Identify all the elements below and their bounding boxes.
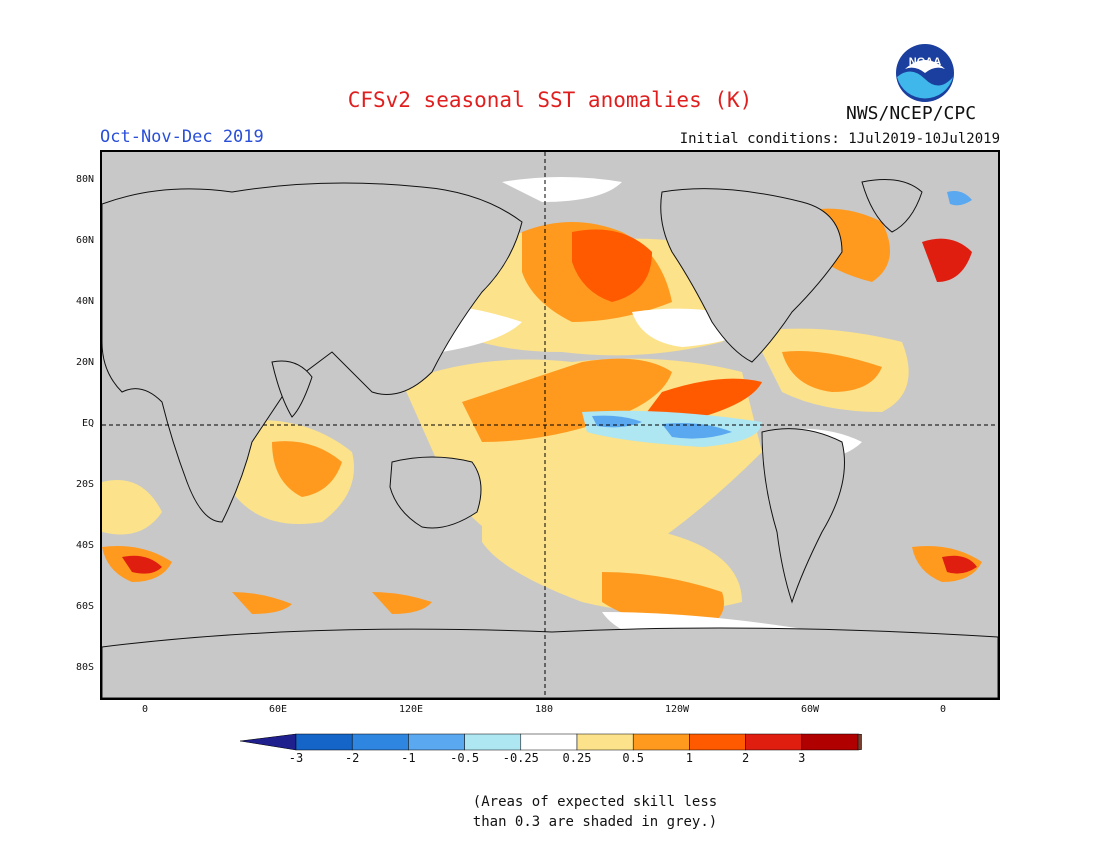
lon-label: 180 — [534, 704, 554, 715]
lat-label: 40S — [75, 540, 94, 551]
lon-label: 60W — [800, 704, 820, 715]
lon-label: 0 — [939, 704, 947, 715]
logo-text: NOAA — [909, 56, 941, 68]
colorbar-tick-label: -3 — [288, 751, 304, 765]
colorbar-segment — [408, 733, 465, 751]
colorbar-segment — [801, 733, 859, 751]
noaa-logo: NOAA — [895, 43, 955, 103]
initial-conditions: Initial conditions: 1Jul2019-10Jul2019 — [679, 131, 1000, 147]
colorbar-tick-label: 0.5 — [622, 751, 645, 765]
lat-label: 80S — [75, 662, 94, 673]
colorbar-tick-label: 0.25 — [562, 751, 592, 765]
lon-label: 0 — [141, 704, 149, 715]
skill-note-line1: (Areas of expected skill less — [472, 794, 718, 810]
colorbar-tick-label: 3 — [798, 751, 806, 765]
colorbar-tick-label: -2 — [344, 751, 360, 765]
colorbar-segment — [520, 733, 578, 751]
agency-label: NWS/NCEP/CPC — [846, 103, 977, 124]
colorbar-segment — [745, 733, 803, 751]
lon-label: 60E — [268, 704, 288, 715]
skill-note-line2: than 0.3 are shaded in grey.) — [472, 814, 718, 830]
colorbar-segment — [464, 733, 522, 751]
lon-label: 120W — [664, 704, 690, 715]
colorbar-tick-label: 2 — [741, 751, 750, 765]
lat-label: 60S — [75, 601, 94, 612]
colorbar-segment — [295, 733, 353, 751]
colorbar-tick-label: -0.5 — [450, 751, 480, 765]
lat-label: 80N — [75, 174, 94, 185]
colorbar-segment — [632, 733, 690, 751]
chart-title: CFSv2 seasonal SST anomalies (K) — [347, 88, 753, 112]
skill-note: (Areas of expected skill less than 0.3 a… — [0, 792, 1100, 832]
lat-label: 20S — [75, 479, 94, 490]
colorbar-tick-label: 1 — [685, 751, 693, 765]
season-label: Oct-Nov-Dec 2019 — [100, 127, 264, 147]
colorbar-arrow-right — [857, 733, 915, 751]
sst-anomaly-map — [100, 150, 1000, 700]
colorbar — [239, 733, 915, 755]
colorbar-segment — [689, 733, 746, 751]
colorbar-tick-label: -0.25 — [502, 751, 539, 765]
lon-label: 120E — [398, 704, 424, 715]
lat-label: 60N — [75, 235, 94, 246]
colorbar-segment — [576, 733, 634, 751]
colorbar-arrow-left — [239, 733, 297, 751]
lat-label: 20N — [75, 357, 94, 368]
continent-outlines — [102, 179, 998, 698]
colorbar-tick-label: -1 — [401, 751, 416, 765]
colorbar-segment — [351, 733, 409, 751]
lat-label: EQ — [81, 418, 94, 429]
lat-label: 40N — [75, 296, 94, 307]
